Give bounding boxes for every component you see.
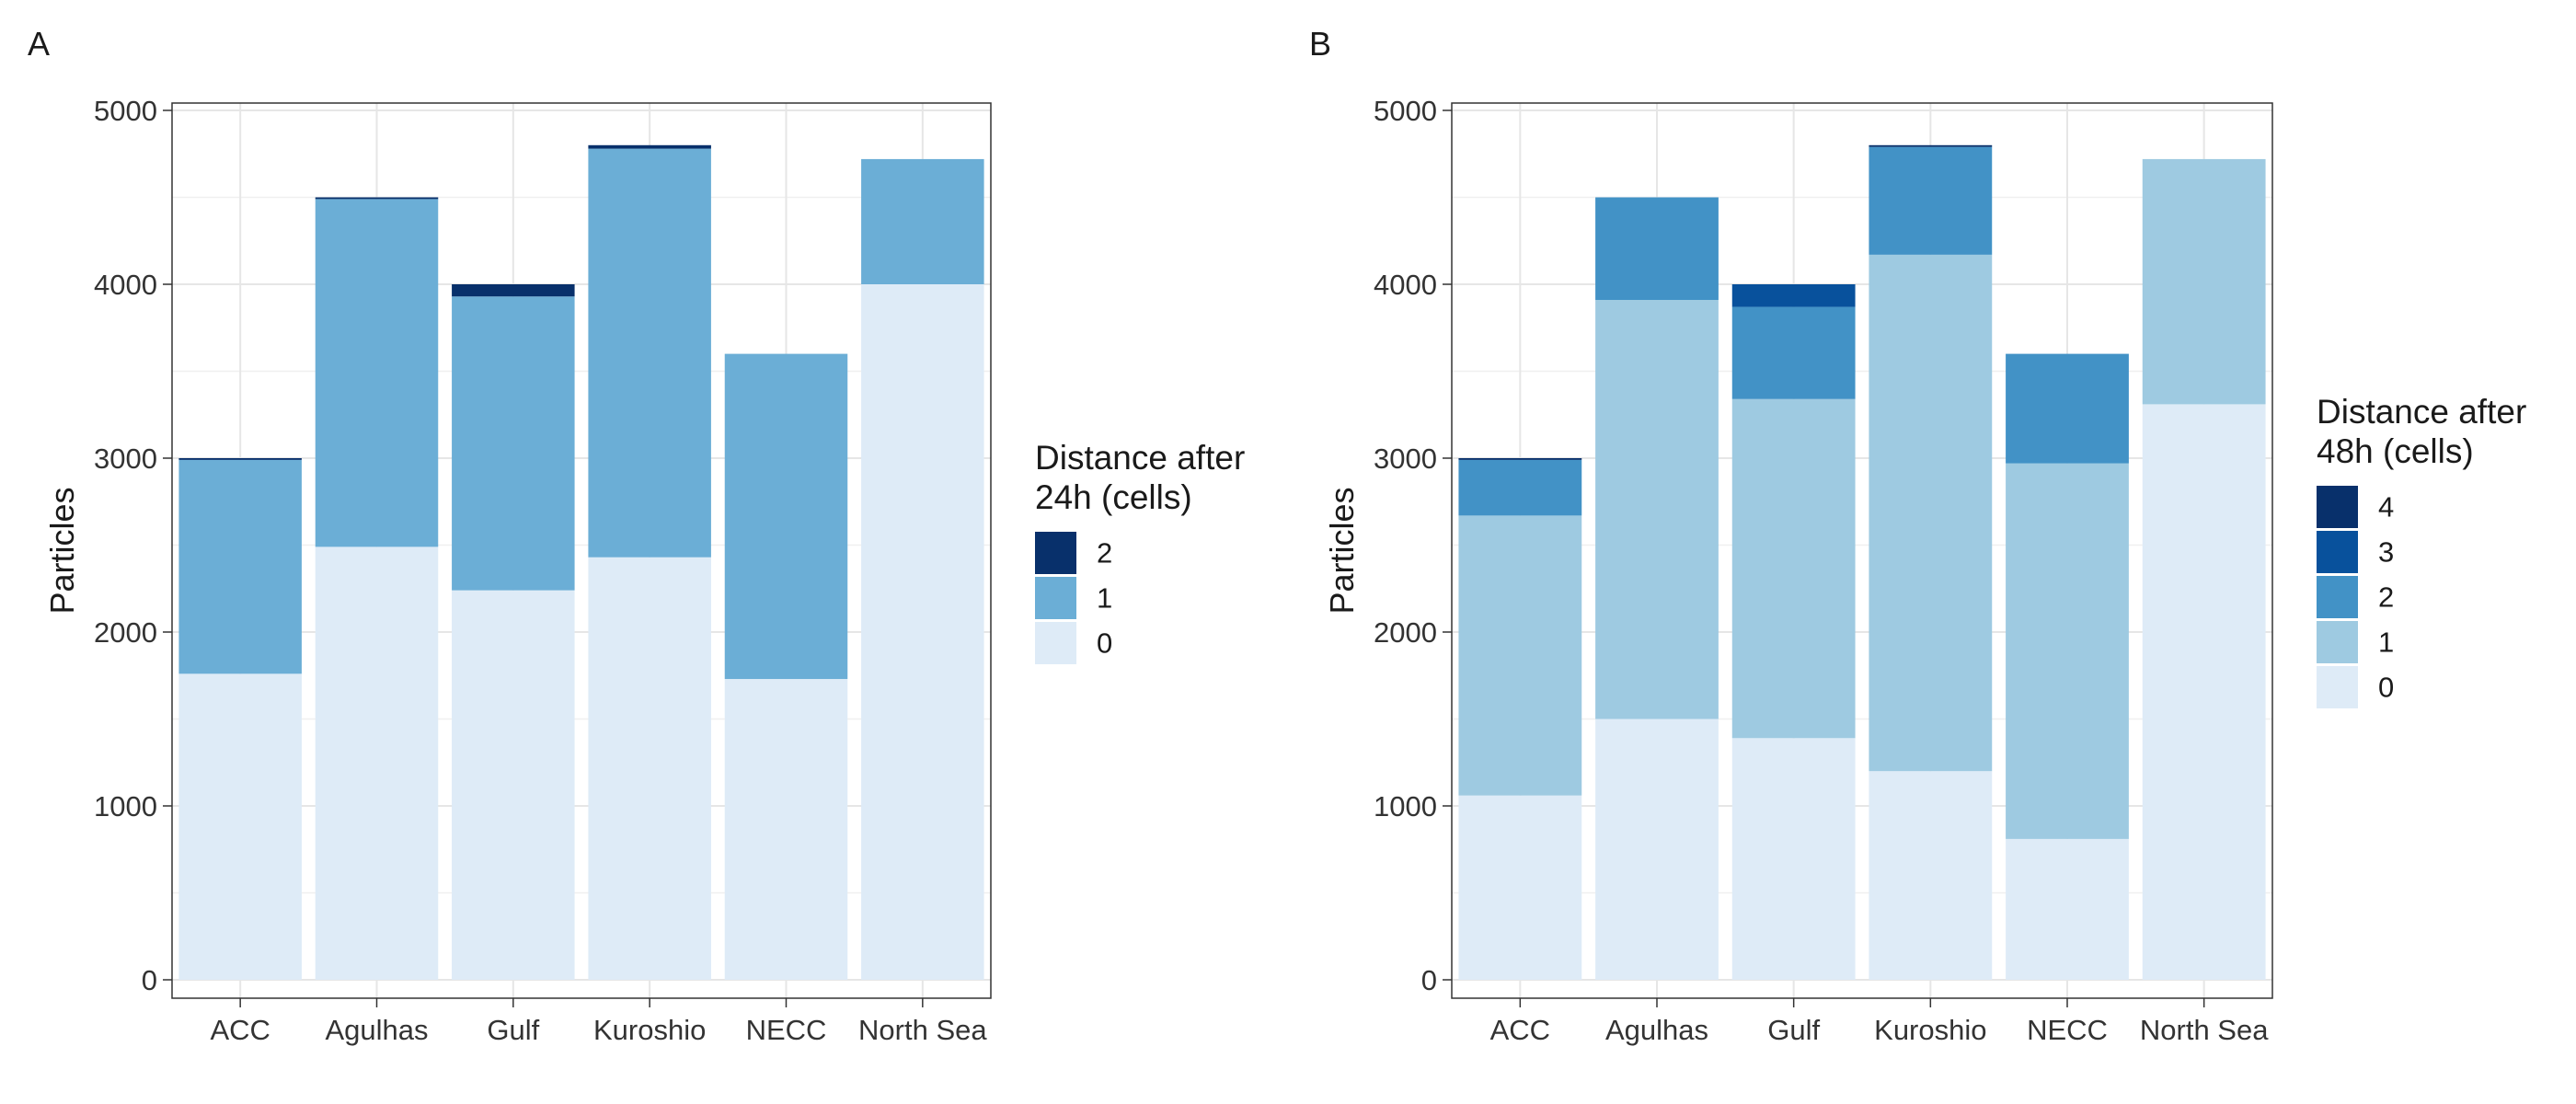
bar-gulf-series-0 — [452, 590, 575, 980]
y-tick-label: 5000 — [94, 95, 157, 127]
x-tick-label: Agulhas — [325, 1014, 428, 1046]
x-tick-label: Agulhas — [1605, 1014, 1708, 1046]
x-tick-label: Kuroshio — [593, 1014, 706, 1046]
chart-panel-1: A 0 1000 2000 3000 4000 5000 ACC Agulhas Gulf Kuro… — [28, 25, 1245, 1046]
y-axis-title: Particles — [1323, 487, 1361, 614]
bar-acc-series-1 — [178, 459, 302, 674]
bar-north-sea-series-1 — [861, 158, 984, 284]
bar-gulf-series-2 — [1731, 306, 1856, 399]
legend-key-swatch — [2317, 621, 2358, 663]
y-tick-label: 1000 — [94, 790, 157, 822]
bar-acc-series-2 — [178, 458, 302, 460]
plot-background — [172, 103, 991, 998]
x-tick-label: NECC — [2027, 1014, 2108, 1046]
legend-key-label: 2 — [2378, 581, 2394, 614]
bar-acc-series-4 — [1458, 458, 1582, 460]
x-tick-label: ACC — [1490, 1014, 1550, 1046]
y-axis-title: Particles — [43, 487, 81, 614]
y-tick-label: 4000 — [1374, 269, 1437, 301]
y-tick-label: 0 — [142, 964, 157, 996]
legend-key-swatch — [2317, 531, 2358, 573]
legend-title-line: 48h (cells) — [2317, 432, 2474, 470]
bar-kuroshio-series-4 — [1869, 144, 1993, 147]
bar-agulhas-series-1 — [1595, 300, 1719, 719]
bar-acc-series-0 — [178, 673, 302, 980]
x-tick-label: NECC — [746, 1014, 827, 1046]
bar-north-sea-series-0 — [861, 284, 984, 980]
legend-key-label: 0 — [1097, 627, 1112, 660]
bar-kuroshio-series-2 — [588, 144, 711, 149]
bar-necc-series-1 — [2006, 463, 2129, 839]
bar-acc-series-1 — [1458, 515, 1582, 796]
bar-necc-series-0 — [724, 679, 848, 980]
x-tick-label: Kuroshio — [1874, 1014, 1986, 1046]
y-tick-label: 2000 — [1374, 616, 1437, 649]
bar-agulhas-series-2 — [315, 197, 439, 200]
y-tick-label: 4000 — [94, 269, 157, 301]
legend-key-swatch — [1035, 577, 1076, 619]
legend-key-swatch — [2317, 576, 2358, 618]
y-tick-label: 3000 — [1374, 443, 1437, 475]
bar-north-sea-series-0 — [2142, 404, 2266, 980]
bar-kuroshio-series-0 — [1869, 771, 1993, 980]
bar-agulhas-series-2 — [1595, 197, 1719, 301]
bar-gulf-series-3 — [1731, 284, 1856, 307]
legend-title-line: Distance after — [1035, 439, 1245, 477]
plot-border — [171, 102, 992, 999]
y-tick-label: 5000 — [1374, 95, 1437, 127]
x-tick-label: Gulf — [487, 1014, 539, 1046]
bar-necc-series-2 — [2006, 353, 2129, 464]
bar-kuroshio-series-1 — [1869, 254, 1993, 772]
x-tick-label: North Sea — [2140, 1014, 2269, 1046]
y-tick-label: 3000 — [94, 443, 157, 475]
bar-agulhas-series-0 — [315, 546, 439, 980]
y-tick-label: 0 — [1421, 964, 1437, 996]
legend-key-swatch — [2317, 486, 2358, 528]
bar-gulf-series-1 — [452, 296, 575, 591]
legend-key-swatch — [1035, 622, 1076, 664]
x-tick-label: Gulf — [1767, 1014, 1820, 1046]
legend-key-label: 0 — [2378, 672, 2394, 704]
x-tick-label: North Sea — [858, 1014, 987, 1046]
legend-title-line: Distance after — [2317, 393, 2526, 431]
panel-tag: B — [1309, 25, 1331, 63]
bar-kuroshio-series-2 — [1869, 146, 1993, 255]
bar-acc-series-2 — [1458, 459, 1582, 516]
bar-acc-series-0 — [1458, 795, 1582, 980]
legend-key-swatch — [1035, 532, 1076, 574]
x-tick-label: ACC — [210, 1014, 270, 1046]
chart-panel-2: B 0 1000 2000 3000 4000 5000 ACC Agulhas Gulf Kuro… — [1309, 25, 2526, 1046]
y-tick-label: 2000 — [94, 616, 157, 649]
panel-tag: A — [28, 25, 50, 63]
legend-title-line: 24h (cells) — [1035, 478, 1192, 516]
bar-agulhas-series-0 — [1595, 719, 1719, 980]
bar-kuroshio-series-0 — [588, 557, 711, 980]
legend-key-label: 3 — [2378, 536, 2394, 569]
bar-gulf-series-1 — [1731, 398, 1856, 739]
legend-key-label: 1 — [1097, 582, 1112, 615]
y-tick-label: 1000 — [1374, 790, 1437, 822]
plot-background — [1452, 103, 2272, 998]
bar-kuroshio-series-1 — [588, 148, 711, 558]
plot-border — [1451, 102, 2273, 999]
bar-gulf-series-0 — [1731, 738, 1856, 980]
bar-agulhas-series-1 — [315, 199, 439, 547]
legend-key-label: 2 — [1097, 537, 1112, 569]
legend-key-label: 1 — [2378, 627, 2394, 659]
bar-gulf-series-2 — [452, 284, 575, 297]
bar-necc-series-0 — [2006, 838, 2129, 980]
legend-key-label: 4 — [2378, 491, 2394, 523]
bar-necc-series-1 — [724, 353, 848, 680]
bar-north-sea-series-1 — [2142, 158, 2266, 405]
legend-key-swatch — [2317, 666, 2358, 708]
